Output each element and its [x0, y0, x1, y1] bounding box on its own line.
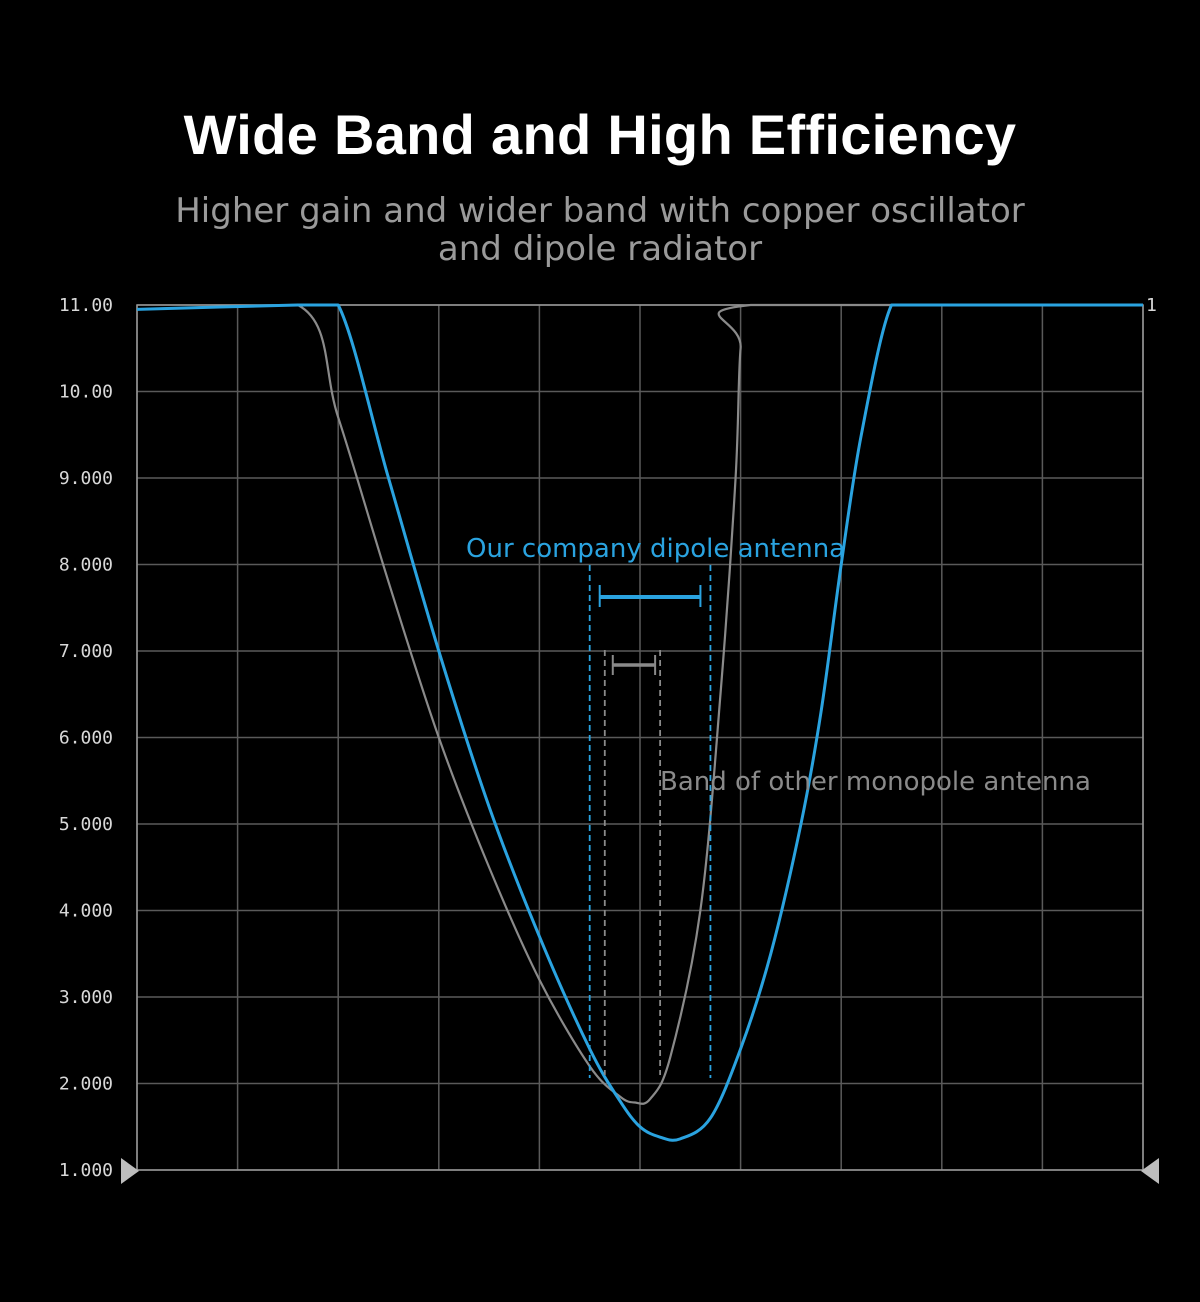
- y-tick-label: 1.000: [59, 1160, 113, 1181]
- page-subtitle: Higher gain and wider band with copper o…: [0, 192, 1200, 268]
- y-tick-label: 9.000: [59, 468, 113, 489]
- marker-1-label: 1: [1146, 295, 1157, 316]
- dipole-annotation-label: Our company dipole antenna: [466, 534, 845, 564]
- page-title: Wide Band and High Efficiency: [183, 103, 1017, 166]
- annotations: Our company dipole antenna Band of other…: [466, 534, 1091, 1078]
- subtitle-line-2: and dipole radiator: [437, 229, 763, 269]
- y-tick-label: 6.000: [59, 728, 113, 749]
- y-axis: 1.000 2.000 3.000 4.000 5.000 6.000 7.000 8.000…: [59, 295, 113, 1181]
- y-tick-label: 11.00: [59, 295, 113, 316]
- y-tick-label: 5.000: [59, 814, 113, 835]
- y-tick-label: 8.000: [59, 555, 113, 576]
- y-tick-label: 2.000: [59, 1074, 113, 1095]
- series-layer: [136, 303, 1143, 1142]
- markers: 1: [121, 295, 1159, 1184]
- left-marker-triangle-icon: [121, 1158, 139, 1184]
- y-tick-label: 7.000: [59, 641, 113, 662]
- monopole-series-line: [136, 303, 1143, 1105]
- y-tick-label: 10.00: [59, 382, 113, 403]
- grid: [136, 304, 1144, 1171]
- y-tick-label: 3.000: [59, 987, 113, 1008]
- right-marker-triangle-icon: [1141, 1158, 1159, 1184]
- y-tick-label: 4.000: [59, 901, 113, 922]
- subtitle-line-1: Higher gain and wider band with copper o…: [175, 191, 1025, 231]
- monopole-annotation-label: Band of other monopole antenna: [660, 767, 1091, 797]
- dipole-series-line: [136, 303, 1143, 1142]
- plot-border: [136, 304, 1144, 1171]
